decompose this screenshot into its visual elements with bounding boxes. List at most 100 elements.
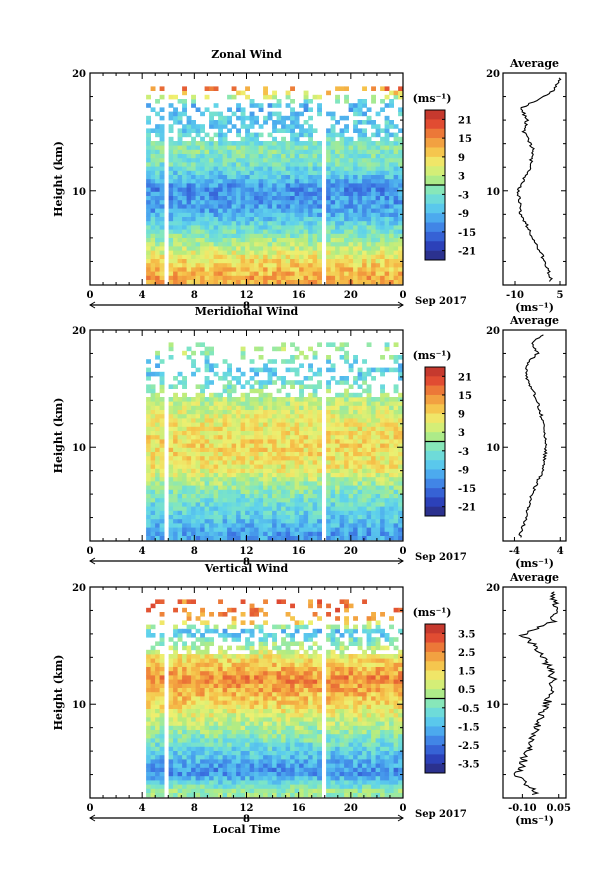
heatmap-cell — [384, 392, 390, 398]
heatmap-cell — [344, 157, 349, 163]
heatmap-cell — [267, 401, 273, 406]
heatmap-cell — [209, 443, 214, 448]
heatmap-cell — [366, 187, 372, 192]
heatmap-cell — [344, 124, 349, 129]
heatmap-cell — [159, 241, 165, 247]
heatmap-cell — [245, 132, 250, 138]
heatmap-cell — [195, 204, 201, 209]
heatmap-cell — [308, 476, 313, 482]
heatmap-cell — [375, 124, 381, 129]
heatmap-cell — [254, 439, 259, 444]
heatmap-cell — [204, 170, 210, 175]
heatmap-cell — [182, 195, 187, 201]
heatmap-cell — [299, 418, 304, 423]
colorbar-label: -21 — [458, 247, 476, 258]
heatmap-cell — [312, 476, 318, 482]
heatmap-cell — [218, 464, 223, 469]
heatmap-cell — [146, 204, 151, 209]
heatmap-cell — [290, 384, 295, 389]
heatmap-cell — [317, 367, 322, 373]
heatmap-cell — [227, 187, 232, 192]
heatmap-cell — [236, 225, 241, 230]
heatmap-cell — [357, 178, 363, 184]
heatmap-cell — [222, 187, 228, 192]
heatmap-cell — [204, 153, 210, 159]
heatmap-cell — [240, 115, 246, 121]
heatmap-cell — [276, 468, 282, 473]
heatmap-cell — [146, 754, 151, 760]
heatmap-cell — [177, 132, 183, 138]
heatmap-cell — [177, 712, 183, 718]
heatmap-cell — [362, 405, 367, 410]
heatmap-cell — [159, 359, 165, 364]
heatmap-cell — [159, 384, 165, 389]
heatmap-cell — [362, 426, 367, 431]
heatmap-cell — [326, 250, 331, 255]
heatmap-cell — [191, 750, 196, 756]
heatmap-cell — [204, 279, 210, 285]
heatmap-cell — [362, 157, 367, 163]
heatmap-cell — [177, 413, 183, 419]
heatmap-cell — [398, 233, 403, 238]
heatmap-cell — [254, 170, 259, 175]
heatmap-cell — [299, 430, 304, 436]
heatmap-cell — [150, 497, 156, 503]
heatmap-cell — [335, 489, 340, 494]
heatmap-cell — [299, 397, 304, 402]
heatmap-cell — [168, 447, 174, 452]
heatmap-cell — [231, 384, 237, 389]
heatmap-cell — [209, 170, 214, 175]
heatmap-cell — [380, 434, 385, 440]
heatmap-cell — [339, 250, 345, 255]
heatmap-cell — [222, 481, 228, 486]
heatmap-cell — [308, 237, 313, 243]
heatmap-cell — [186, 233, 192, 238]
heatmap-cell — [393, 149, 399, 154]
heatmap-cell — [218, 195, 223, 201]
heatmap-cell — [173, 497, 178, 503]
heatmap-cell — [353, 464, 358, 469]
heatmap-cell — [335, 212, 340, 217]
heatmap-cell — [173, 712, 178, 718]
heatmap-cell — [299, 434, 304, 440]
heatmap-cell — [276, 220, 282, 226]
heatmap-cell — [177, 212, 183, 217]
heatmap-cell — [344, 506, 349, 511]
heatmap-cell — [173, 527, 178, 532]
heatmap-cell — [371, 531, 376, 536]
heatmap-cell — [384, 166, 390, 171]
heatmap-cell — [177, 514, 183, 520]
heatmap-cell — [276, 246, 282, 251]
heatmap-cell — [308, 115, 313, 121]
heatmap-cell — [371, 397, 376, 402]
heatmap-cell — [150, 624, 156, 630]
heatmap-cell — [182, 162, 187, 167]
heatmap-cell — [200, 460, 205, 465]
heatmap-cell — [281, 464, 286, 469]
heatmap-cell — [326, 166, 331, 171]
heatmap-cell — [254, 397, 259, 402]
heatmap-cell — [195, 271, 201, 276]
heatmap-cell — [204, 157, 210, 163]
heatmap-cell — [191, 233, 196, 238]
heatmap-cell — [177, 111, 183, 117]
heatmap-cell — [389, 527, 394, 532]
heatmap-cell — [209, 451, 214, 457]
heatmap-cell — [191, 746, 196, 751]
heatmap-cell — [173, 422, 178, 427]
heatmap-cell — [375, 485, 381, 490]
heatmap-cell — [303, 199, 309, 205]
heatmap-cell — [236, 145, 241, 150]
x-tick-label: 12 — [240, 546, 254, 557]
heatmap-cell — [353, 430, 358, 436]
heatmap-cell — [348, 166, 354, 171]
heatmap-cell — [276, 527, 282, 532]
heatmap-cell — [371, 187, 376, 192]
heatmap-cell — [168, 460, 174, 465]
heatmap-cell — [213, 422, 219, 427]
heatmap-cell — [353, 204, 358, 209]
heatmap-cell — [357, 485, 363, 490]
heatmap-cell — [384, 397, 390, 402]
heatmap-cell — [159, 199, 165, 205]
heatmap-cell — [303, 94, 309, 100]
